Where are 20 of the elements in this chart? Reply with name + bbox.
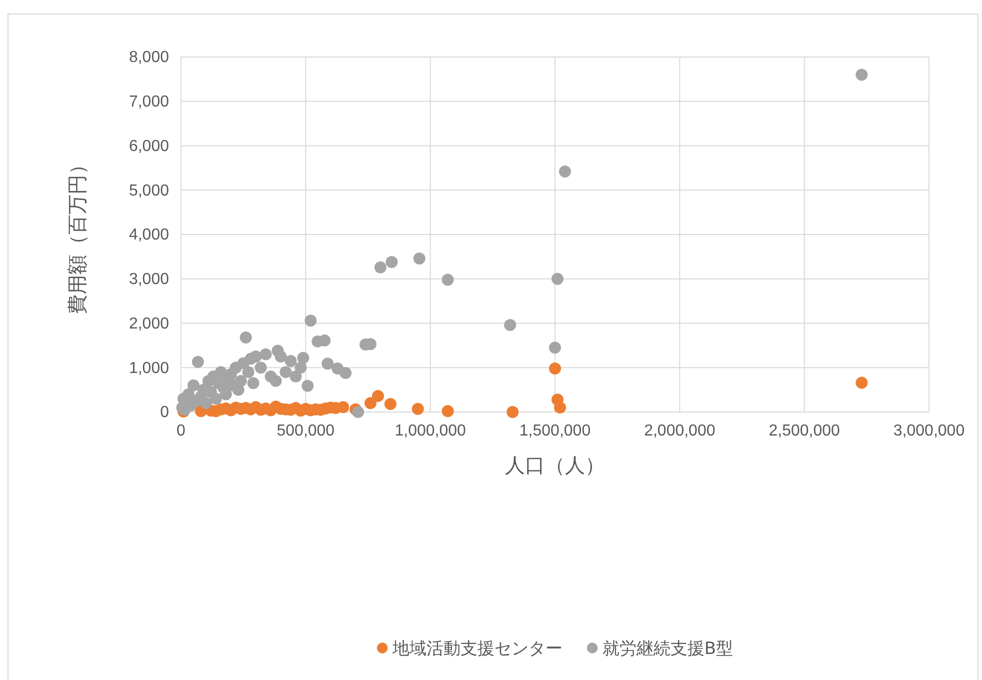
x-tick-label: 1,500,000 bbox=[519, 422, 591, 440]
x-tick-label: 500,000 bbox=[276, 422, 335, 440]
y-tick-label: 7,000 bbox=[128, 93, 170, 110]
y-tick-label: 0 bbox=[160, 404, 170, 422]
x-tick-label: 3,000,000 bbox=[893, 422, 965, 440]
y-tick-label: 2,000 bbox=[128, 315, 170, 332]
legend-label: 就労継続支援B型 bbox=[602, 639, 734, 659]
y-tick-label: 1,000 bbox=[128, 360, 170, 377]
y-tick-label: 4,000 bbox=[128, 226, 170, 244]
legend-label: 地域活動支援センター bbox=[391, 639, 562, 659]
y-axis-title: 費用額（百万円） bbox=[65, 154, 89, 314]
y-tick-label: 3,000 bbox=[128, 270, 170, 288]
x-tick-label: 2,000,000 bbox=[644, 422, 716, 440]
x-tick-label: 1,000,000 bbox=[394, 422, 466, 440]
x-tick-label: 2,500,000 bbox=[768, 422, 840, 440]
x-axis-title: 人口（人） bbox=[505, 453, 605, 477]
y-tick-label: 6,000 bbox=[128, 138, 170, 155]
y-tick-label: 5,000 bbox=[128, 182, 170, 200]
x-tick-label: 0 bbox=[176, 422, 186, 440]
y-tick-label: 8,000 bbox=[128, 49, 170, 66]
